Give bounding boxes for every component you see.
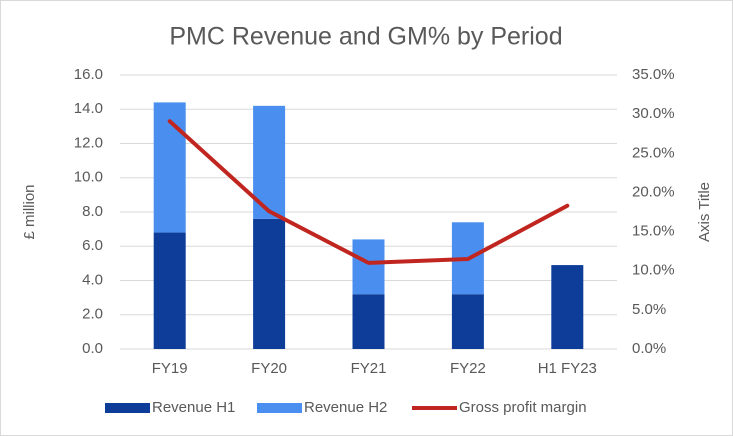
bar (153, 232, 186, 349)
line (167, 119, 570, 265)
x-tick-label: H1 FY23 (538, 360, 597, 377)
y-tick-label: 4.0 (82, 271, 103, 288)
y2-tick-label: 5.0% (632, 301, 666, 318)
bar (451, 294, 484, 349)
y-tick-label: 10.0 (74, 169, 103, 186)
y-tick-label: 6.0 (82, 237, 103, 254)
y2-tick-label: 15.0% (632, 223, 675, 240)
bar (551, 265, 584, 349)
y-tick-label: 16.0 (74, 66, 103, 83)
y-tick-label: 12.0 (74, 134, 103, 151)
bar (352, 239, 385, 295)
bar (153, 102, 186, 233)
y-tick-label: 8.0 (82, 203, 103, 220)
y2-tick-label: 0.0% (632, 340, 666, 357)
y2-tick-label: 25.0% (632, 144, 675, 161)
bar (253, 218, 286, 349)
x-tick-label: FY22 (450, 360, 486, 377)
y2-tick-label: 35.0% (632, 66, 675, 83)
y2-tick-label: 20.0% (632, 183, 675, 200)
y2-tick-label: 10.0% (632, 262, 675, 279)
bar (352, 294, 385, 349)
x-tick-label: FY21 (351, 360, 387, 377)
y-tick-label: 2.0 (82, 306, 103, 323)
y-tick-label: 14.0 (74, 100, 103, 117)
legend-label: Revenue H1 (152, 399, 235, 416)
legend-label: Gross profit margin (459, 399, 587, 416)
legend-swatch (257, 403, 302, 413)
legend-swatch (105, 403, 150, 413)
legend-label: Revenue H2 (304, 399, 387, 416)
chart-title: PMC Revenue and GM% by Period (169, 23, 562, 51)
y2-axis-title: Axis Title (696, 182, 713, 242)
y-axis-title: £ million (21, 184, 38, 239)
y-tick-label: 0.0 (82, 340, 103, 357)
x-tick-label: FY19 (152, 360, 188, 377)
x-tick-label: FY20 (251, 360, 287, 377)
y2-tick-label: 30.0% (632, 105, 675, 122)
